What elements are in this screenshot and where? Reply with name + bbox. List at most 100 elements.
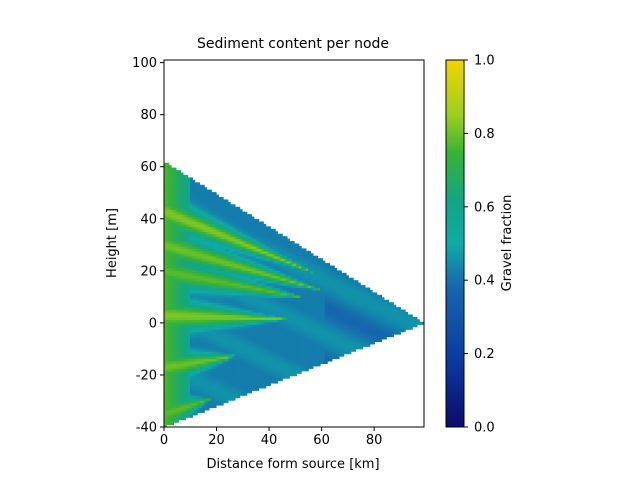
field-cell: [208, 206, 212, 210]
field-cell: [182, 402, 186, 406]
field-cell: [234, 336, 238, 340]
field-cell: [192, 226, 196, 230]
field-cell: [282, 236, 286, 240]
field-cell: [185, 363, 189, 367]
field-cell: [268, 245, 271, 249]
field-cell: [279, 304, 283, 308]
field-cell: [185, 285, 189, 289]
field-cell: [249, 275, 253, 279]
field-cell: [265, 304, 269, 308]
field-cell: [216, 199, 219, 203]
field-cell: [242, 304, 245, 308]
field-cell: [244, 380, 248, 384]
field-cell: [208, 236, 212, 240]
field-cell: [301, 341, 305, 345]
field-cell: [206, 216, 210, 220]
field-cell: [277, 360, 281, 364]
field-cell: [301, 316, 305, 320]
field-cell: [244, 338, 248, 342]
field-cell: [312, 267, 316, 272]
field-cell: [168, 351, 172, 355]
field-cell: [180, 314, 184, 318]
field-cell: [282, 304, 286, 308]
field-cell: [180, 321, 184, 325]
field-cell: [239, 360, 243, 364]
field-cell: [305, 329, 309, 333]
field-cell: [256, 260, 260, 264]
field-cell: [286, 375, 290, 379]
field-cell: [234, 206, 238, 210]
field-cell: [190, 319, 193, 323]
field-cell: [180, 407, 184, 411]
field-cell: [185, 356, 189, 360]
field-cell: [232, 219, 236, 223]
field-cell: [187, 226, 191, 230]
field-cell: [216, 228, 219, 232]
field-cell: [251, 289, 255, 294]
field-cell: [263, 307, 267, 311]
field-cell: [249, 302, 253, 306]
field-cell: [190, 334, 193, 338]
field-cell: [206, 385, 210, 389]
field-cell: [230, 289, 234, 294]
field-cell: [180, 297, 184, 301]
field-cell: [199, 378, 203, 382]
field-cell: [192, 277, 196, 281]
field-cell: [286, 265, 290, 269]
field-cell: [187, 285, 191, 289]
field-cell: [289, 365, 293, 369]
field-cell: [263, 341, 267, 345]
field-cell: [265, 263, 269, 267]
field-cell: [260, 294, 264, 298]
field-cell: [220, 272, 224, 276]
field-cell: [168, 226, 172, 230]
field-cell: [298, 265, 302, 269]
field-cell: [204, 397, 208, 401]
field-cell: [216, 248, 219, 252]
field-cell: [272, 287, 276, 291]
field-cell: [164, 294, 167, 298]
field-cell: [213, 297, 217, 301]
field-cell: [275, 368, 279, 372]
field-cell: [182, 312, 186, 316]
field-cell: [171, 258, 175, 262]
field-cell: [199, 245, 203, 249]
field-cell: [251, 238, 255, 242]
field-cell: [232, 336, 236, 340]
field-cell: [246, 382, 250, 387]
field-cell: [289, 270, 293, 274]
field-cell: [166, 407, 170, 411]
field-cell: [164, 270, 167, 274]
field-cell: [216, 285, 219, 289]
field-cell: [208, 275, 212, 279]
field-cell: [204, 365, 208, 369]
field-cell: [185, 324, 189, 328]
field-cell: [242, 302, 245, 306]
field-cell: [190, 201, 193, 205]
field-cell: [242, 356, 245, 360]
field-cell: [190, 272, 193, 276]
field-cell: [168, 250, 172, 254]
field-cell: [310, 331, 314, 335]
field-cell: [260, 228, 264, 232]
field-cell: [286, 248, 290, 252]
field-cell: [244, 294, 248, 298]
field-cell: [187, 407, 191, 411]
field-cell: [190, 285, 193, 289]
field-cell: [253, 368, 257, 372]
field-cell: [166, 390, 170, 394]
field-cell: [239, 267, 243, 272]
field-cell: [242, 275, 245, 279]
field-cell: [249, 351, 253, 355]
field-cell: [260, 248, 264, 252]
field-cell: [239, 260, 243, 264]
field-cell: [239, 294, 243, 298]
field-cell: [175, 351, 179, 355]
field-cell: [223, 216, 227, 220]
field-cell: [211, 363, 215, 367]
field-cell: [258, 263, 262, 267]
field-cell: [182, 360, 186, 364]
field-cell: [284, 289, 288, 294]
field-cell: [296, 263, 300, 267]
field-cell: [256, 275, 260, 279]
